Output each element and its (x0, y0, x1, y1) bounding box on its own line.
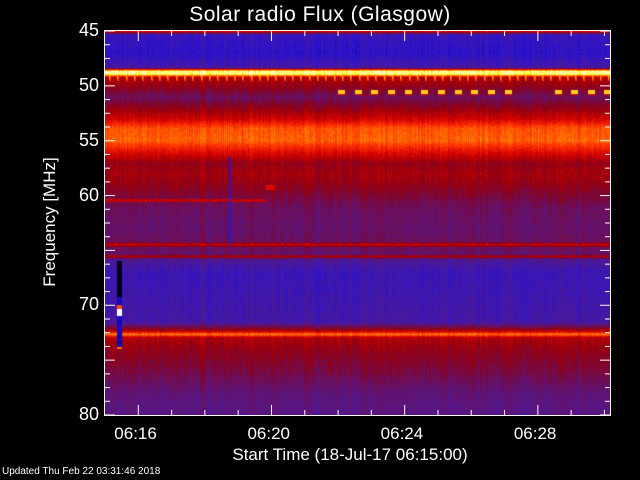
chart-title: Solar radio Flux (Glasgow) (189, 3, 451, 26)
updated-timestamp: Updated Thu Feb 22 03:31:46 2018 (2, 466, 161, 477)
x-tick-label: 06:20 (247, 424, 291, 443)
x-axis-label: Start Time (18-Jul-17 06:15:00) (232, 445, 468, 464)
spectrogram-heatmap (105, 31, 610, 415)
y-tick-label: 55 (78, 129, 99, 150)
x-tick-label: 06:24 (380, 424, 424, 443)
y-tick-label: 60 (78, 184, 99, 205)
y-tick-label: 50 (78, 74, 99, 95)
y-tick-label: 70 (78, 294, 99, 315)
y-tick-label: 45 (78, 20, 99, 40)
x-tick-label: 06:16 (114, 424, 157, 443)
plot-border (104, 30, 611, 416)
y-axis-label: Frequency [MHz] (40, 157, 59, 287)
y-tick-label: 80 (78, 404, 99, 424)
x-tick-label: 06:28 (513, 424, 557, 443)
